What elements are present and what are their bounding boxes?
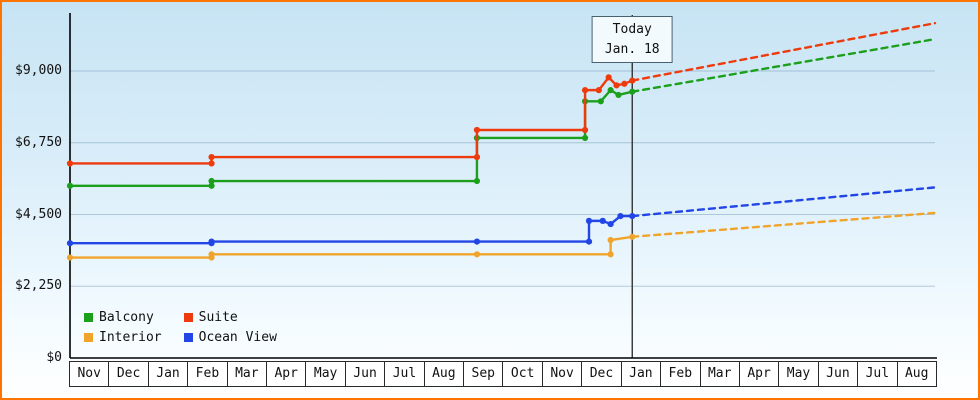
series-point-ocean-view <box>585 238 593 245</box>
legend-label: Balcony <box>99 310 154 325</box>
today-marker-box: Today Jan. 18 <box>591 16 673 63</box>
series-line-interior <box>68 235 634 259</box>
month-cell: Mar <box>226 361 268 387</box>
month-cell: Apr <box>266 361 307 387</box>
legend-label: Ocean View <box>198 330 277 345</box>
series-point-balcony <box>597 98 604 105</box>
series-point-suite <box>208 154 215 161</box>
series-point-ocean-view <box>607 220 614 228</box>
series-point-interior <box>473 251 481 258</box>
series-line-suite <box>68 76 634 165</box>
legend-item-balcony: Balcony <box>84 310 162 325</box>
series-point-suite <box>581 126 589 134</box>
series-point-suite <box>595 87 602 94</box>
y-axis-label: $4,500 <box>15 206 62 222</box>
series-point-ocean-view <box>629 212 636 220</box>
series-point-suite <box>605 74 612 81</box>
legend-item-interior: Interior <box>84 330 162 345</box>
month-cell: Aug <box>423 361 465 387</box>
series-point-suite <box>621 80 628 87</box>
legend: Balcony Suite Interior Ocean View <box>84 310 277 345</box>
series-projection-ocean-view <box>631 186 937 218</box>
month-cell: Sep <box>463 361 504 387</box>
month-cell: Jul <box>384 361 425 387</box>
series-point-ocean-view <box>208 238 215 245</box>
month-cell: Mar <box>699 361 740 387</box>
series-projection-suite <box>631 21 937 82</box>
legend-label: Interior <box>99 330 162 345</box>
month-cell: Jun <box>817 361 859 387</box>
month-cell: Apr <box>738 361 780 387</box>
legend-label: Suite <box>198 310 238 325</box>
month-cell: Dec <box>108 361 149 387</box>
series-point-interior <box>607 236 614 244</box>
series-point-balcony <box>208 182 215 189</box>
series-point-ocean-view <box>66 240 74 247</box>
month-cell: Nov <box>541 361 583 387</box>
legend-item-suite: Suite <box>183 310 277 325</box>
month-cell: Dec <box>581 361 622 387</box>
month-cell: Jan <box>147 361 189 387</box>
series-line-balcony <box>68 88 634 188</box>
month-cell: May <box>305 361 346 387</box>
y-axis-label: $0 <box>46 350 62 365</box>
month-cell: Aug <box>896 361 937 387</box>
series-point-interior <box>66 254 74 261</box>
series-point-balcony <box>66 182 74 189</box>
series-point-suite <box>473 126 481 134</box>
x-axis-month-row: Nov Dec Jan Feb Mar Apr May Jun Jul Aug Sep Oct Nov D… <box>69 361 937 387</box>
legend-swatch <box>183 333 193 342</box>
series-point-interior <box>208 251 215 258</box>
series-point-interior <box>607 251 614 258</box>
month-cell: May <box>778 361 819 387</box>
series-point-balcony <box>581 134 589 142</box>
today-marker-title: Today <box>612 22 652 37</box>
series-point-balcony <box>607 87 614 94</box>
month-cell: Oct <box>502 361 543 387</box>
month-cell: Jun <box>344 361 386 387</box>
series-point-suite <box>629 77 636 84</box>
series-point-ocean-view <box>599 217 606 224</box>
series-line-ocean-view <box>68 214 634 245</box>
series-point-interior <box>629 233 636 240</box>
series-projection-balcony <box>631 37 937 93</box>
month-cell: Nov <box>69 361 110 387</box>
today-marker-date: Jan. 18 <box>604 41 660 57</box>
month-cell: Feb <box>187 361 228 387</box>
y-axis-label: $9,000 <box>15 63 62 78</box>
series-point-ocean-view <box>585 217 593 224</box>
series-point-suite <box>66 160 74 167</box>
legend-swatch <box>183 313 193 322</box>
legend-swatch <box>84 313 93 322</box>
series-point-suite <box>613 82 620 89</box>
series-point-suite <box>473 154 481 161</box>
series-point-balcony <box>629 88 636 95</box>
series-point-ocean-view <box>617 212 624 220</box>
month-cell: Jul <box>857 361 898 387</box>
series-projection-interior <box>631 211 937 239</box>
y-axis-label: $6,750 <box>15 134 62 150</box>
series-point-balcony <box>615 91 622 99</box>
y-axis-labels: $9,000 $6,750 $4,500 $2,250 $0 <box>0 0 62 365</box>
y-axis-label: $2,250 <box>15 278 62 294</box>
month-cell: Jan <box>620 361 662 387</box>
series-point-balcony <box>473 177 481 185</box>
legend-swatch <box>84 333 93 342</box>
series-point-ocean-view <box>473 238 481 245</box>
series-point-suite <box>208 160 215 167</box>
series-point-suite <box>581 87 589 94</box>
legend-item-ocean-view: Ocean View <box>183 330 277 345</box>
month-cell: Feb <box>660 361 701 387</box>
series-point-balcony <box>208 177 215 185</box>
